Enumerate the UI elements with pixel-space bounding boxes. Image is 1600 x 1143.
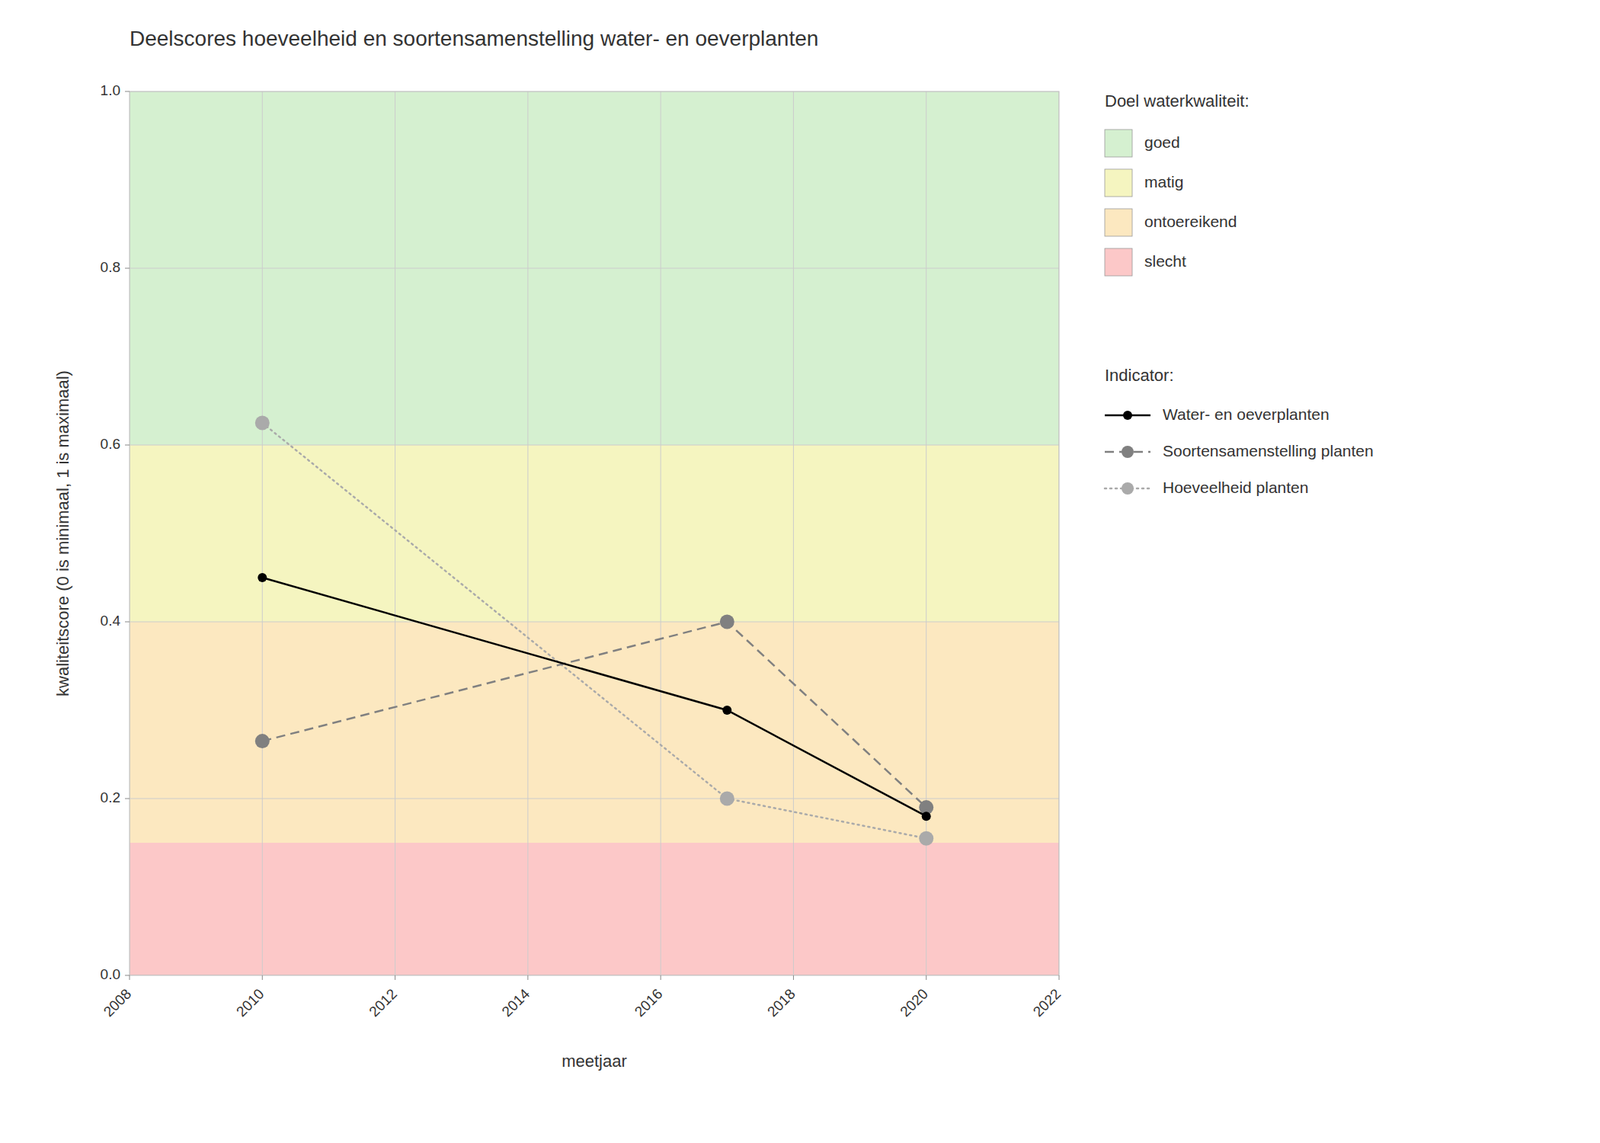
plot-area	[129, 91, 1060, 976]
legend-swatch	[1104, 129, 1133, 157]
point	[720, 791, 735, 807]
tick	[124, 91, 130, 93]
tick	[527, 975, 528, 980]
tick-label: 2008	[100, 985, 135, 1021]
grid-line	[129, 798, 1060, 800]
legend-label: goed	[1144, 133, 1181, 151]
band	[129, 91, 1060, 445]
legend-title: Indicator:	[1104, 365, 1175, 385]
y-axis-label: kwaliteitscore (0 is minimaal, 1 is maxi…	[53, 370, 73, 697]
legend-label: Water- en oeverplanten	[1162, 405, 1330, 423]
tick-label: 0.2	[100, 789, 121, 806]
point	[720, 614, 735, 630]
tick-label: 2012	[365, 985, 400, 1021]
tick-label: 2016	[631, 985, 666, 1021]
legend-marker	[1121, 445, 1134, 458]
tick-label: 2020	[896, 985, 932, 1021]
grid-line	[129, 444, 1060, 446]
tick	[124, 268, 130, 269]
tick-label: 0.4	[100, 612, 122, 629]
series-line	[262, 422, 926, 839]
tick-label: 2014	[498, 985, 533, 1020]
grid-line	[394, 91, 396, 976]
point	[921, 811, 932, 821]
series	[255, 614, 934, 816]
legend-label: Soortensamenstelling planten	[1162, 441, 1374, 460]
band	[129, 842, 1060, 976]
grid-line	[129, 621, 1060, 623]
chart: Deelscores hoeveelheid en soortensamenst…	[0, 0, 1600, 1143]
tick-label: 2010	[233, 985, 268, 1021]
tick	[394, 975, 396, 980]
tick	[129, 975, 131, 980]
series-line	[262, 577, 926, 816]
series	[255, 416, 934, 846]
legend-title: Doel waterkwaliteit:	[1104, 91, 1250, 111]
grid-line	[129, 268, 1060, 269]
point	[918, 831, 934, 846]
tick-label: 0.6	[100, 435, 121, 452]
tick-label: 2018	[764, 985, 799, 1021]
point	[257, 572, 267, 583]
background	[0, 0, 1600, 1143]
tick	[124, 444, 130, 446]
legend-label: Hoeveelheid planten	[1162, 478, 1309, 496]
x-axis-label: meetjaar	[561, 1051, 628, 1071]
legend-label: matig	[1144, 172, 1184, 191]
tick-label: 2022	[1030, 985, 1065, 1021]
legend-label: ontoereikend	[1144, 212, 1237, 231]
tick	[1059, 975, 1060, 980]
tick	[660, 975, 662, 980]
legend-swatch	[1104, 248, 1133, 276]
title: Deelscores hoeveelheid en soortensamenst…	[129, 26, 819, 51]
legend-marker	[1121, 482, 1134, 495]
tick-label: 0.0	[100, 966, 121, 983]
tick	[124, 621, 130, 623]
legend-swatch	[1104, 208, 1133, 237]
point	[722, 705, 732, 715]
tick	[124, 975, 130, 976]
tick	[925, 975, 927, 980]
frame	[129, 91, 1060, 976]
legend: Doel waterkwaliteit: goed matig ontoereiken…	[1104, 91, 1374, 496]
tick-label: 1.0	[100, 82, 121, 99]
point	[255, 733, 270, 749]
band	[129, 444, 1060, 622]
grid-line	[527, 91, 528, 976]
legend-label: slecht	[1144, 252, 1187, 270]
series	[257, 572, 931, 821]
tick	[262, 975, 263, 980]
series-line	[262, 621, 926, 808]
grid-line	[660, 91, 662, 976]
grid-line	[262, 91, 263, 976]
grid-line	[793, 91, 794, 976]
tick	[793, 975, 794, 980]
band	[129, 621, 1060, 843]
legend-marker	[1123, 410, 1133, 420]
tick-label: 0.8	[100, 259, 121, 276]
tick	[124, 798, 130, 800]
point	[255, 416, 270, 431]
legend-swatch	[1104, 169, 1133, 197]
